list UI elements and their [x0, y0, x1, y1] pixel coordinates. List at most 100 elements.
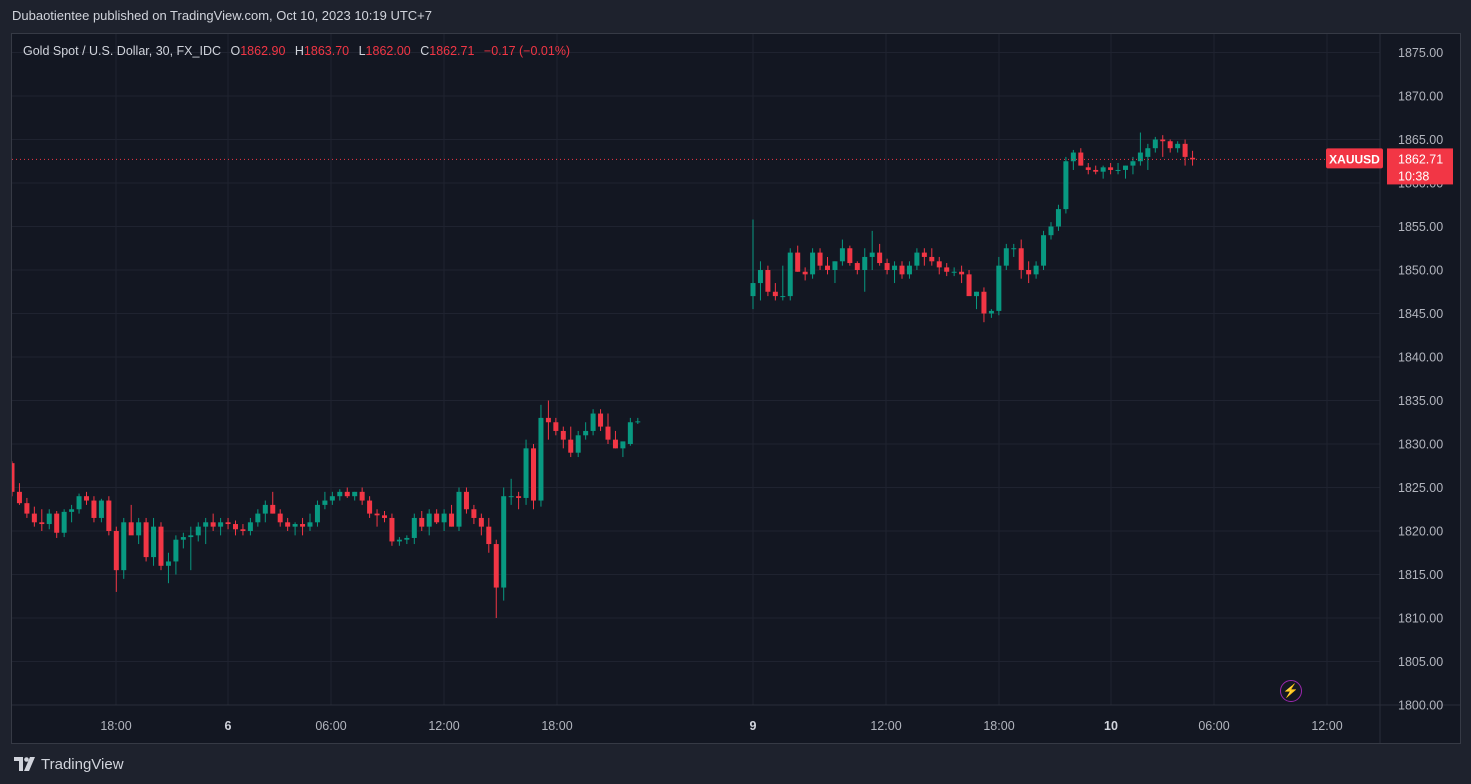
candle-body: [225, 522, 231, 525]
candle-body: [516, 496, 522, 498]
candle-body: [292, 524, 298, 527]
candle-body: [929, 256, 935, 262]
candle-body: [884, 263, 890, 270]
time-tick-label: 06:00: [315, 719, 346, 733]
candle-body: [1108, 167, 1114, 170]
candle-body: [69, 509, 75, 512]
chart-panel[interactable]: 1875.001870.001865.001860.001855.001850.…: [11, 33, 1461, 744]
candle-body: [98, 500, 104, 518]
candle-body: [165, 561, 171, 566]
candle-body: [914, 252, 920, 266]
candle-body: [203, 522, 209, 527]
candle-body: [1137, 152, 1143, 162]
candle-body: [411, 517, 417, 538]
candle-body: [24, 503, 30, 514]
candle-body: [802, 271, 808, 275]
candle-body: [501, 496, 507, 588]
candle-body: [1003, 248, 1009, 266]
candle-body: [899, 265, 905, 275]
time-tick-label: 18:00: [983, 719, 1014, 733]
candle-body: [1011, 248, 1017, 250]
candle-body: [545, 417, 551, 423]
candle-body: [314, 504, 320, 523]
candle-body: [270, 504, 276, 514]
candle-body: [921, 252, 927, 257]
time-tick-label: 10: [1104, 719, 1118, 733]
lightning-icon[interactable]: ⚡: [1280, 680, 1302, 702]
candle-body: [359, 491, 365, 501]
candle-body: [441, 513, 447, 523]
symbol-description: Gold Spot / U.S. Dollar, 30, FX_IDC: [23, 44, 221, 58]
candle-body: [91, 500, 97, 518]
candle-body: [240, 529, 246, 531]
candle-body: [352, 491, 358, 497]
ohlc-legend: Gold Spot / U.S. Dollar, 30, FX_IDC O186…: [23, 44, 570, 58]
candle-body: [974, 291, 979, 297]
tradingview-logo-icon: [14, 757, 35, 771]
candle-body: [54, 513, 60, 533]
candle-body: [936, 261, 942, 268]
price-tick-label: 1800.00: [1398, 699, 1443, 713]
candle-body: [396, 539, 402, 542]
candle-body: [765, 270, 771, 292]
candle-body: [158, 526, 164, 566]
candle-body: [862, 256, 868, 270]
footer[interactable]: TradingView: [14, 752, 124, 776]
candle-body: [188, 535, 194, 538]
candle-body: [1145, 148, 1151, 157]
price-tick-label: 1875.00: [1398, 46, 1443, 60]
candle-body: [959, 271, 965, 275]
candlestick-chart[interactable]: 1875.001870.001865.001860.001855.001850.…: [12, 34, 1460, 743]
candle-body: [560, 430, 566, 440]
candle-body: [322, 500, 328, 505]
candle-body: [12, 463, 15, 492]
price-tick-label: 1850.00: [1398, 264, 1443, 278]
change-value: −0.17 (−0.01%): [483, 44, 571, 58]
price-tag: [1387, 148, 1453, 185]
candle-body: [825, 265, 830, 270]
candle-body: [1063, 161, 1069, 210]
candle-body: [463, 491, 469, 510]
candle-body: [113, 531, 119, 571]
candle-body: [426, 513, 432, 527]
candle-body: [1175, 143, 1181, 149]
candle-body: [780, 296, 786, 298]
candle-body: [1152, 139, 1158, 149]
symbol-tag: [1326, 148, 1383, 169]
candle-body: [151, 526, 157, 558]
candle-body: [951, 271, 957, 273]
candle-body: [1018, 248, 1024, 270]
candle-body: [61, 511, 67, 533]
candle-body: [772, 291, 778, 297]
candle-body: [300, 524, 306, 527]
candle-body: [750, 283, 756, 297]
time-tick-label: 18:00: [541, 719, 572, 733]
candle-body: [810, 252, 816, 275]
candle-body: [590, 413, 596, 431]
price-tag-countdown: 10:38: [1398, 169, 1429, 183]
time-tick-label: 6: [225, 719, 232, 733]
price-tick-label: 1865.00: [1398, 133, 1443, 147]
price-tag-value: 1862.71: [1398, 152, 1443, 166]
close-value: 1862.71: [429, 44, 475, 58]
candle-body: [478, 517, 484, 527]
publisher-line: Dubaotientee published on TradingView.co…: [12, 8, 433, 23]
candle-body: [344, 491, 350, 497]
candle-body: [16, 491, 22, 504]
candle-body: [180, 537, 186, 540]
candle-body: [46, 513, 52, 525]
candle-body: [795, 252, 801, 272]
candle-body: [31, 513, 37, 523]
candle-body: [1167, 141, 1173, 149]
close-label: C: [420, 44, 430, 58]
candle-body: [374, 513, 380, 516]
candle-body: [493, 544, 499, 588]
candle-body: [106, 500, 112, 531]
candle-body: [76, 496, 82, 510]
candle-body: [285, 522, 291, 527]
candle-body: [568, 439, 574, 453]
candle-body: [84, 496, 89, 501]
candle-body: [1160, 139, 1166, 142]
candle-body: [1130, 161, 1136, 166]
time-tick-label: 18:00: [100, 719, 131, 733]
